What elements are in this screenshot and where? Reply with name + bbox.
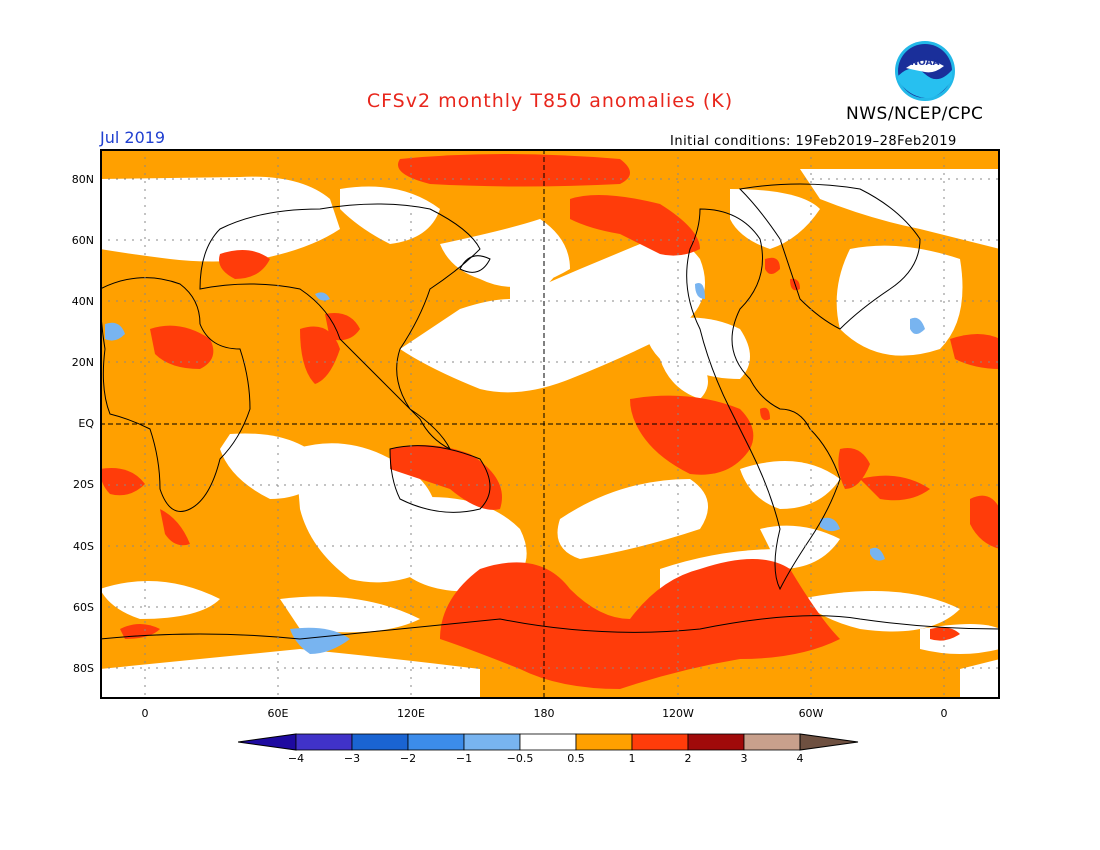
colorbar-swatch [631,733,689,751]
lat-label: EQ [78,417,94,430]
lon-label: 0 [940,707,948,720]
map-frame [100,149,1000,699]
lon-label: 180 [533,707,555,720]
colorbar-swatch [463,733,521,751]
colorbar-swatch [295,733,353,751]
colorbar-swatch [519,733,577,751]
lat-label: 20N [71,356,94,369]
colorbar-label: 1 [628,752,636,765]
colorbar-arrow-low [237,733,297,751]
lat-label: 80S [73,662,94,675]
lat-label: 60N [71,234,94,247]
cool-anomaly-regions [105,283,925,654]
lon-label: 120W [662,707,694,720]
map-title: CFSv2 monthly T850 anomalies (K) [366,90,734,112]
lon-label: 60E [267,707,289,720]
lon-label: 60W [798,707,824,720]
colorbar-swatch [407,733,465,751]
lat-label: 80N [71,173,94,186]
colorbar-label: 3 [740,752,748,765]
warm-anomaly-regions [100,154,1000,689]
colorbar-swatch [575,733,633,751]
lat-label: 60S [73,601,94,614]
colorbar-swatch [743,733,801,751]
colorbar-label: 0.5 [567,752,585,765]
colorbar-label: 2 [684,752,692,765]
noaa-logo: NOAA [894,40,956,102]
coastlines [99,183,1001,640]
lon-label: 120E [397,707,425,720]
colorbar-label: 4 [796,752,804,765]
organization-label: NWS/NCEP/CPC [846,104,984,124]
neutral-regions [100,169,1000,699]
colorbar-swatch [351,733,409,751]
colorbar-label: −3 [343,752,361,765]
colorbar-label: −1 [455,752,473,765]
noaa-logo-text: NOAA [911,58,940,68]
lon-label: 0 [141,707,149,720]
graticule [100,149,1000,699]
colorbar [237,733,862,755]
colorbar-label: −4 [287,752,305,765]
lat-label: 20S [73,478,94,491]
equator-dateline [100,149,1000,699]
colorbar-swatch [687,733,745,751]
lat-label: 40N [71,295,94,308]
initial-conditions: Initial conditions: 19Feb2019–28Feb2019 [670,134,957,149]
colorbar-arrow-high [799,733,859,751]
colorbar-label: −0.5 [506,752,534,765]
lat-label: 40S [73,540,94,553]
forecast-month: Jul 2019 [100,128,166,147]
anomaly-map [99,149,1001,703]
colorbar-label: −2 [399,752,417,765]
